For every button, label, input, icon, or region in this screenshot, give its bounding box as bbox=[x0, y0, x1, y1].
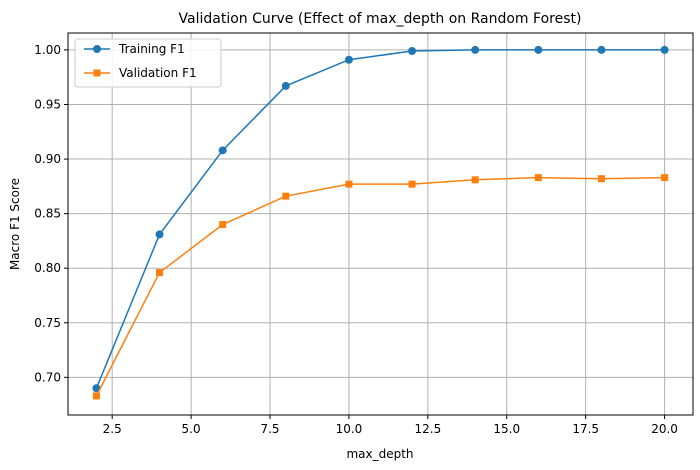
data-point-validation-f1 bbox=[282, 192, 290, 200]
data-point-training-f1 bbox=[155, 230, 164, 239]
chart-title: Validation Curve (Effect of max_depth on… bbox=[179, 11, 582, 27]
data-point-training-f1 bbox=[597, 45, 606, 54]
y-tick-label: 0.80 bbox=[34, 261, 61, 275]
data-point-training-f1 bbox=[534, 45, 543, 54]
data-point-training-f1 bbox=[92, 384, 101, 393]
x-tick-label: 12.5 bbox=[414, 422, 441, 436]
y-tick-label: 0.75 bbox=[34, 316, 61, 330]
data-point-training-f1 bbox=[281, 81, 290, 90]
data-point-training-f1 bbox=[660, 45, 669, 54]
legend-label-validation: Validation F1 bbox=[119, 66, 197, 80]
legend-marker-validation bbox=[93, 69, 101, 77]
data-point-training-f1 bbox=[408, 47, 417, 56]
data-point-training-f1 bbox=[344, 55, 353, 64]
data-point-validation-f1 bbox=[597, 175, 605, 183]
x-tick-label: 10.0 bbox=[336, 422, 363, 436]
x-tick-label: 17.5 bbox=[572, 422, 599, 436]
x-tick-label: 7.5 bbox=[260, 422, 279, 436]
y-tick-label: 0.95 bbox=[34, 97, 61, 111]
data-point-validation-f1 bbox=[345, 180, 353, 188]
series-line-validation-f1 bbox=[95, 176, 665, 397]
data-point-validation-f1 bbox=[219, 221, 227, 229]
y-axis-label: Macro F1 Score bbox=[8, 178, 22, 270]
legend-label-training: Training F1 bbox=[118, 42, 185, 56]
x-tick-label: 15.0 bbox=[493, 422, 520, 436]
x-tick-label: 2.5 bbox=[103, 422, 122, 436]
y-tick-label: 0.70 bbox=[34, 370, 61, 384]
legend-box bbox=[74, 38, 222, 88]
data-point-validation-f1 bbox=[471, 176, 479, 184]
data-point-validation-f1 bbox=[534, 174, 542, 182]
series-layer bbox=[92, 45, 669, 400]
legend: Training F1 Validation F1 bbox=[74, 38, 222, 88]
data-point-training-f1 bbox=[471, 45, 480, 54]
legend-marker-training bbox=[93, 45, 101, 53]
data-point-validation-f1 bbox=[156, 269, 164, 277]
x-tick-label: 20.0 bbox=[651, 422, 678, 436]
y-tick-label: 1.00 bbox=[34, 43, 61, 57]
y-tick-label: 0.90 bbox=[34, 152, 61, 166]
y-axis-ticks: 0.70 0.75 0.80 0.85 0.90 0.95 1.00 bbox=[34, 43, 68, 384]
x-axis-label: max_depth bbox=[346, 447, 413, 461]
plot-frame bbox=[67, 32, 694, 416]
data-point-training-f1 bbox=[218, 146, 227, 155]
data-point-validation-f1 bbox=[92, 392, 100, 400]
x-axis-ticks: 2.5 5.0 7.5 10.0 12.5 15.0 17.5 20.0 bbox=[103, 415, 678, 436]
x-tick-label: 5.0 bbox=[182, 422, 201, 436]
y-tick-label: 0.85 bbox=[34, 207, 61, 221]
data-point-validation-f1 bbox=[661, 174, 669, 182]
series-line-training-f1 bbox=[95, 49, 665, 389]
grid-lines bbox=[68, 33, 693, 415]
data-point-validation-f1 bbox=[408, 180, 416, 188]
